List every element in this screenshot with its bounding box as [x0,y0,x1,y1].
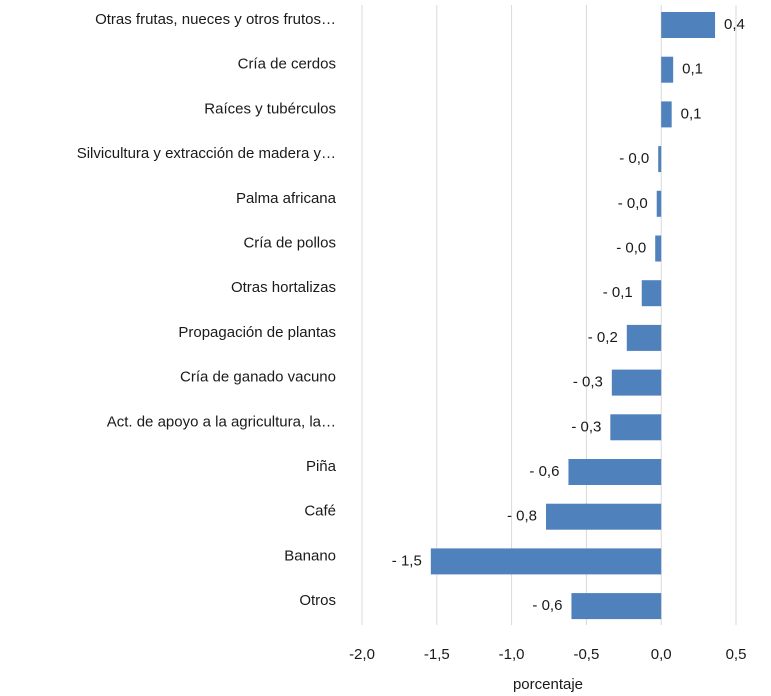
y-tick-label: Café [304,503,336,520]
x-tick-label: -1,0 [499,646,525,663]
bar [661,101,672,128]
y-tick-label: Otras hortalizas [231,279,336,296]
value-label: - 0,3 [573,374,603,391]
value-label: 0,1 [681,105,702,122]
y-tick-label: Banano [284,547,336,564]
value-label: - 0,0 [616,239,646,256]
bar [655,235,662,262]
y-tick-label: Otros [299,592,336,609]
value-label: - 0,6 [529,463,559,480]
x-tick-label: -2,0 [349,646,375,663]
x-tick-label: -0,5 [573,646,599,663]
bar [641,280,662,307]
value-label: 0,1 [682,61,703,78]
y-tick-label: Otras frutas, nueces y otros frutos… [95,11,336,28]
y-tick-label: Piña [306,458,337,475]
bar [626,324,662,351]
x-axis-label: porcentaje [513,676,583,693]
value-label: - 0,2 [588,329,618,346]
y-tick-label: Raíces y tubérculos [204,100,336,117]
x-tick-label: 0,5 [726,646,747,663]
bar [610,414,662,441]
y-tick-label: Act. de apoyo a la agricultura, la… [107,413,336,430]
value-label: - 0,6 [532,597,562,614]
bar [571,593,662,620]
bar [658,146,662,173]
value-label: 0,4 [724,16,745,33]
y-tick-label: Cría de pollos [243,234,336,251]
y-tick-label: Propagación de plantas [178,324,336,341]
y-tick-label: Silvicultura y extracción de madera y… [77,145,336,162]
bar [430,548,662,575]
value-label: - 0,1 [603,284,633,301]
bar [661,12,716,38]
value-label: - 1,5 [392,552,422,569]
bar [568,459,662,485]
value-label: - 0,0 [618,195,648,212]
value-label: - 0,8 [507,508,537,525]
y-tick-label: Palma africana [236,190,337,207]
value-label: - 0,0 [619,150,649,167]
y-tick-label: Cría de ganado vacuno [180,369,336,386]
bar [661,56,674,83]
bar [611,369,662,396]
y-tick-label: Cría de cerdos [238,56,336,73]
value-label: - 0,3 [571,418,601,435]
x-tick-label: 0,0 [651,646,672,663]
bar [656,190,662,217]
x-tick-label: -1,5 [424,646,450,663]
bar [546,503,662,530]
